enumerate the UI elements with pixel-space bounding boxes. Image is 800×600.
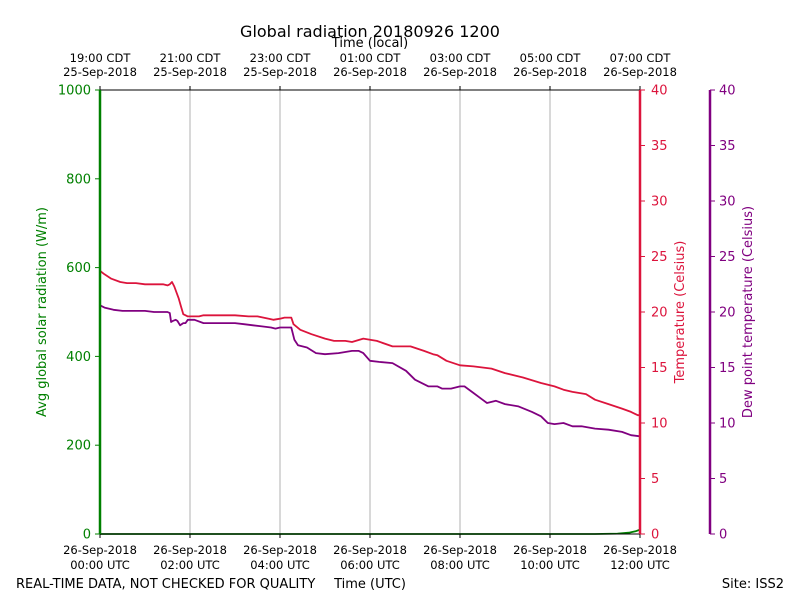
x-tick-label-date: 26-Sep-2018 — [603, 543, 677, 557]
dewpoint-tick-label: 40 — [719, 84, 736, 99]
top-tick-label-date: 25-Sep-2018 — [243, 65, 317, 79]
x-axis-label: Time (UTC) — [333, 577, 406, 592]
x-tick-label-time: 00:00 UTC — [70, 558, 130, 572]
temperature-tick-label: 30 — [651, 195, 668, 210]
radiation-axis-label: Avg global solar radiation (W/m) — [35, 207, 50, 417]
x-tick-label-time: 02:00 UTC — [160, 558, 220, 572]
top-tick-label-time: 23:00 CDT — [250, 51, 312, 65]
temperature-tick-label: 5 — [651, 472, 659, 487]
x-tick-label-date: 26-Sep-2018 — [333, 543, 407, 557]
dewpoint-tick-label: 20 — [719, 306, 736, 321]
temperature-tick-label: 15 — [651, 361, 668, 376]
dewpoint-tick-label: 15 — [719, 361, 736, 376]
top-tick-label-time: 03:00 CDT — [430, 51, 492, 65]
x-tick-label-date: 26-Sep-2018 — [513, 543, 587, 557]
x-tick-label-date: 26-Sep-2018 — [423, 543, 497, 557]
top-tick-label-time: 05:00 CDT — [520, 51, 582, 65]
top-tick-label-date: 25-Sep-2018 — [63, 65, 137, 79]
x-tick-label-date: 26-Sep-2018 — [153, 543, 227, 557]
top-tick-label-date: 26-Sep-2018 — [423, 65, 497, 79]
top-tick-label-time: 07:00 CDT — [610, 51, 672, 65]
radiation-tick-label: 1000 — [58, 84, 91, 99]
site-label: Site: ISS2 — [722, 577, 784, 592]
temperature-tick-label: 20 — [651, 306, 668, 321]
top-tick-label-date: 26-Sep-2018 — [513, 65, 587, 79]
radiation-tick-label: 600 — [66, 261, 91, 276]
x-tick-label-time: 12:00 UTC — [610, 558, 670, 572]
series-line-dewpoint — [99, 304, 641, 438]
dewpoint-tick-label: 5 — [719, 472, 727, 487]
dewpoint-tick-label: 35 — [719, 139, 736, 154]
top-tick-label-date: 26-Sep-2018 — [333, 65, 407, 79]
temperature-tick-label: 40 — [651, 84, 668, 99]
radiation-tick-label: 400 — [66, 350, 91, 365]
quality-note: REAL-TIME DATA, NOT CHECKED FOR QUALITY — [16, 577, 315, 592]
chart-title: Global radiation 20180926 1200 — [240, 22, 500, 41]
temperature-tick-label: 35 — [651, 139, 668, 154]
temperature-axis-label: Temperature (Celsius) — [673, 241, 688, 385]
dewpoint-tick-label: 25 — [719, 250, 736, 265]
x-tick-label-time: 10:00 UTC — [520, 558, 580, 572]
x-tick-label-date: 26-Sep-2018 — [63, 543, 137, 557]
top-tick-label-time: 01:00 CDT — [340, 51, 402, 65]
top-tick-label-time: 19:00 CDT — [70, 51, 132, 65]
x-tick-label-time: 04:00 UTC — [250, 558, 310, 572]
x-tick-label-time: 08:00 UTC — [430, 558, 490, 572]
top-tick-label-time: 21:00 CDT — [160, 51, 222, 65]
radiation-tick-label: 200 — [66, 439, 91, 454]
radiation-tick-label: 0 — [83, 528, 91, 543]
radiation-tick-label: 800 — [66, 172, 91, 187]
dewpoint-tick-label: 10 — [719, 417, 736, 432]
top-axis-label: Time (local) — [331, 36, 408, 51]
dewpoint-tick-label: 30 — [719, 195, 736, 210]
x-tick-label-date: 26-Sep-2018 — [243, 543, 317, 557]
temperature-tick-label: 25 — [651, 250, 668, 265]
dewpoint-axis-label: Dew point temperature (Celsius) — [741, 206, 756, 418]
temperature-tick-label: 10 — [651, 417, 668, 432]
dewpoint-tick-label: 0 — [719, 528, 727, 543]
series-line-temperature — [99, 270, 640, 417]
top-tick-label-date: 26-Sep-2018 — [603, 65, 677, 79]
top-tick-label-date: 25-Sep-2018 — [153, 65, 227, 79]
x-tick-label-time: 06:00 UTC — [340, 558, 400, 572]
temperature-tick-label: 0 — [651, 528, 659, 543]
